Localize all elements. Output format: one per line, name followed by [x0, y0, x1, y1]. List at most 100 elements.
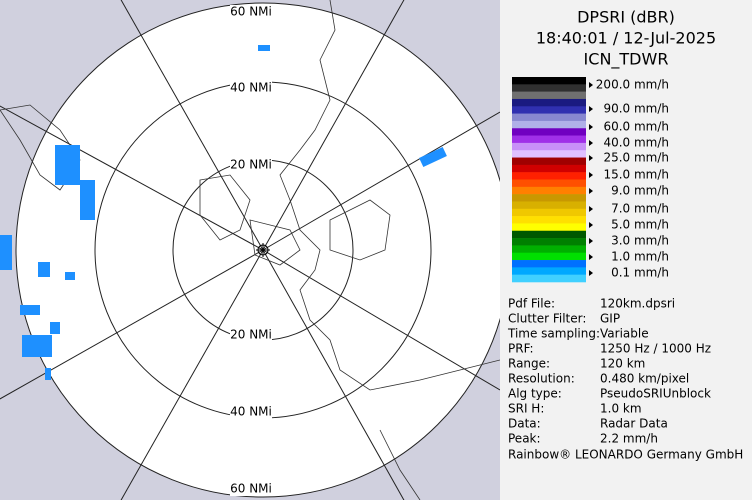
ring-label: 60 NMi — [230, 5, 272, 19]
color-band — [512, 128, 586, 136]
info-value: 120 km — [600, 357, 645, 371]
spoke — [262, 249, 500, 391]
legend-label: 200.0 mm/h — [596, 78, 669, 92]
echoes — [0, 45, 447, 380]
info-value: Variable — [600, 327, 649, 341]
footer: Rainbow® LEONARDO Germany GmbH — [508, 448, 743, 462]
info-key: Range: — [508, 357, 550, 371]
legend-pointer — [589, 140, 593, 146]
color-band — [512, 164, 586, 173]
spoke — [262, 249, 405, 500]
legend-label: 25.0 mm/h — [603, 151, 669, 165]
info-key: Clutter Filter: — [508, 312, 586, 326]
color-band — [512, 216, 586, 224]
echo — [50, 322, 60, 334]
info-key: Pdf File: — [508, 297, 555, 311]
ring-label-bg — [230, 81, 272, 95]
color-band — [512, 223, 586, 232]
panel: DPSRI (dBR) 18:40:01 / 12-Jul-2025 ICN_TDW… — [507, 8, 743, 462]
ring-label-bg — [230, 158, 272, 172]
ring-label-bg — [230, 482, 272, 496]
color-band — [512, 208, 586, 217]
color-band — [512, 91, 586, 100]
spoke — [262, 111, 500, 251]
color-band — [512, 245, 586, 254]
info-key: Time sampling: — [507, 327, 600, 341]
legend-pointer — [589, 206, 593, 212]
ring-label: 60 NMi — [230, 482, 272, 496]
info-key: Resolution: — [508, 372, 575, 386]
panel-title: ICN_TDWR — [584, 50, 669, 70]
legend-label: 7.0 mm/h — [611, 202, 669, 216]
color-band — [512, 186, 586, 195]
info-key: Peak: — [508, 432, 541, 446]
echo — [65, 272, 75, 280]
color-band — [512, 106, 586, 114]
color-band — [512, 113, 586, 122]
legend-label: 40.0 mm/h — [603, 136, 669, 150]
info-value: 2.2 mm/h — [600, 432, 658, 446]
color-band — [512, 77, 586, 85]
legend-label: 60.0 mm/h — [603, 120, 669, 134]
ring-label: 40 NMi — [230, 81, 272, 95]
ring-label-bg — [230, 328, 272, 342]
legend-pointer — [589, 124, 593, 130]
legend-label: 1.0 mm/h — [611, 250, 669, 264]
echo — [45, 368, 51, 380]
color-band — [512, 179, 586, 188]
spoke — [120, 0, 264, 251]
legend-label: 3.0 mm/h — [611, 234, 669, 248]
info-key: Data: — [508, 417, 541, 431]
spoke — [0, 105, 264, 251]
legend-pointer — [589, 106, 593, 112]
legend-pointer — [589, 238, 593, 244]
ring-labels: 60 NMi 40 NMi 20 NMi 20 NMi 40 NMi 60 NMi — [230, 5, 272, 496]
info-key: PRF: — [508, 342, 534, 356]
legend-pointer — [589, 254, 593, 260]
coast — [249, 219, 301, 266]
echo — [22, 335, 52, 357]
info-value: 0.480 km/pixel — [600, 372, 689, 386]
ring — [15, 2, 500, 498]
info-value: GIP — [600, 312, 620, 326]
color-band — [512, 135, 586, 144]
panel-title: 18:40:01 / 12-Jul-2025 — [536, 29, 716, 48]
echo — [0, 235, 12, 270]
info-value: 1.0 km — [600, 402, 642, 416]
color-band — [512, 274, 586, 283]
color-band — [512, 98, 586, 107]
ring-label-bg — [230, 5, 272, 19]
legend-label: 5.0 mm/h — [611, 218, 669, 232]
echo — [419, 146, 447, 168]
echo — [80, 180, 95, 220]
legend-pointer — [589, 82, 593, 88]
panel-title: DPSRI (dBR) — [577, 8, 675, 27]
color-band — [512, 260, 586, 268]
spoke — [120, 249, 264, 500]
color-band — [512, 230, 586, 239]
coast — [379, 429, 421, 500]
info-key: SRI H: — [508, 402, 544, 416]
info-value: 1250 Hz / 1000 Hz — [600, 342, 711, 356]
coast — [279, 0, 500, 391]
coast — [329, 199, 391, 261]
color-band — [512, 238, 586, 246]
spoke — [262, 0, 405, 251]
color-band — [512, 267, 586, 275]
legend-pointer — [589, 270, 593, 276]
legend-label: 9.0 mm/h — [611, 184, 669, 198]
echo — [20, 305, 40, 315]
color-band — [512, 194, 586, 202]
coast — [199, 174, 251, 241]
radar-site — [256, 243, 270, 257]
ring-label: 40 NMi — [230, 405, 272, 419]
color-band — [512, 157, 586, 166]
info-value: Radar Data — [600, 417, 668, 431]
color-band — [512, 252, 586, 261]
color-band — [512, 84, 586, 92]
spoke — [0, 249, 264, 400]
color-band — [512, 201, 586, 210]
info-key: Alg type: — [508, 387, 562, 401]
legend-pointer — [589, 155, 593, 161]
